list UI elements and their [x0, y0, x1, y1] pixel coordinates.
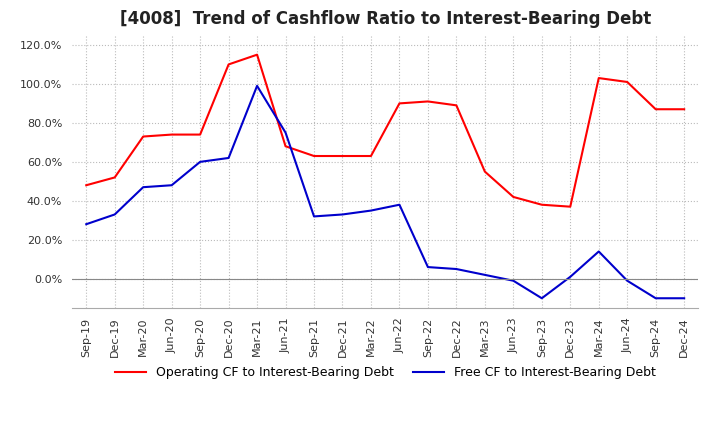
Free CF to Interest-Bearing Debt: [509, 278, 518, 283]
Line: Free CF to Interest-Bearing Debt: Free CF to Interest-Bearing Debt: [86, 86, 684, 298]
Operating CF to Interest-Bearing Debt: [167, 132, 176, 137]
Free CF to Interest-Bearing Debt: [139, 184, 148, 190]
Operating CF to Interest-Bearing Debt: [623, 79, 631, 84]
Free CF to Interest-Bearing Debt: [537, 296, 546, 301]
Legend: Operating CF to Interest-Bearing Debt, Free CF to Interest-Bearing Debt: Operating CF to Interest-Bearing Debt, F…: [109, 361, 661, 384]
Operating CF to Interest-Bearing Debt: [253, 52, 261, 57]
Operating CF to Interest-Bearing Debt: [595, 75, 603, 81]
Free CF to Interest-Bearing Debt: [82, 222, 91, 227]
Free CF to Interest-Bearing Debt: [480, 272, 489, 278]
Operating CF to Interest-Bearing Debt: [566, 204, 575, 209]
Operating CF to Interest-Bearing Debt: [537, 202, 546, 207]
Free CF to Interest-Bearing Debt: [395, 202, 404, 207]
Free CF to Interest-Bearing Debt: [566, 274, 575, 279]
Operating CF to Interest-Bearing Debt: [509, 194, 518, 200]
Operating CF to Interest-Bearing Debt: [366, 154, 375, 159]
Free CF to Interest-Bearing Debt: [623, 278, 631, 283]
Free CF to Interest-Bearing Debt: [253, 83, 261, 88]
Operating CF to Interest-Bearing Debt: [110, 175, 119, 180]
Free CF to Interest-Bearing Debt: [595, 249, 603, 254]
Operating CF to Interest-Bearing Debt: [82, 183, 91, 188]
Title: [4008]  Trend of Cashflow Ratio to Interest-Bearing Debt: [4008] Trend of Cashflow Ratio to Intere…: [120, 10, 651, 28]
Operating CF to Interest-Bearing Debt: [139, 134, 148, 139]
Operating CF to Interest-Bearing Debt: [680, 106, 688, 112]
Free CF to Interest-Bearing Debt: [225, 155, 233, 161]
Free CF to Interest-Bearing Debt: [196, 159, 204, 165]
Operating CF to Interest-Bearing Debt: [338, 154, 347, 159]
Operating CF to Interest-Bearing Debt: [395, 101, 404, 106]
Free CF to Interest-Bearing Debt: [110, 212, 119, 217]
Operating CF to Interest-Bearing Debt: [196, 132, 204, 137]
Free CF to Interest-Bearing Debt: [652, 296, 660, 301]
Operating CF to Interest-Bearing Debt: [480, 169, 489, 174]
Free CF to Interest-Bearing Debt: [452, 266, 461, 271]
Free CF to Interest-Bearing Debt: [310, 214, 318, 219]
Free CF to Interest-Bearing Debt: [167, 183, 176, 188]
Free CF to Interest-Bearing Debt: [338, 212, 347, 217]
Operating CF to Interest-Bearing Debt: [282, 143, 290, 149]
Operating CF to Interest-Bearing Debt: [652, 106, 660, 112]
Line: Operating CF to Interest-Bearing Debt: Operating CF to Interest-Bearing Debt: [86, 55, 684, 207]
Free CF to Interest-Bearing Debt: [423, 264, 432, 270]
Operating CF to Interest-Bearing Debt: [225, 62, 233, 67]
Free CF to Interest-Bearing Debt: [282, 130, 290, 135]
Operating CF to Interest-Bearing Debt: [452, 103, 461, 108]
Operating CF to Interest-Bearing Debt: [423, 99, 432, 104]
Operating CF to Interest-Bearing Debt: [310, 154, 318, 159]
Free CF to Interest-Bearing Debt: [366, 208, 375, 213]
Free CF to Interest-Bearing Debt: [680, 296, 688, 301]
